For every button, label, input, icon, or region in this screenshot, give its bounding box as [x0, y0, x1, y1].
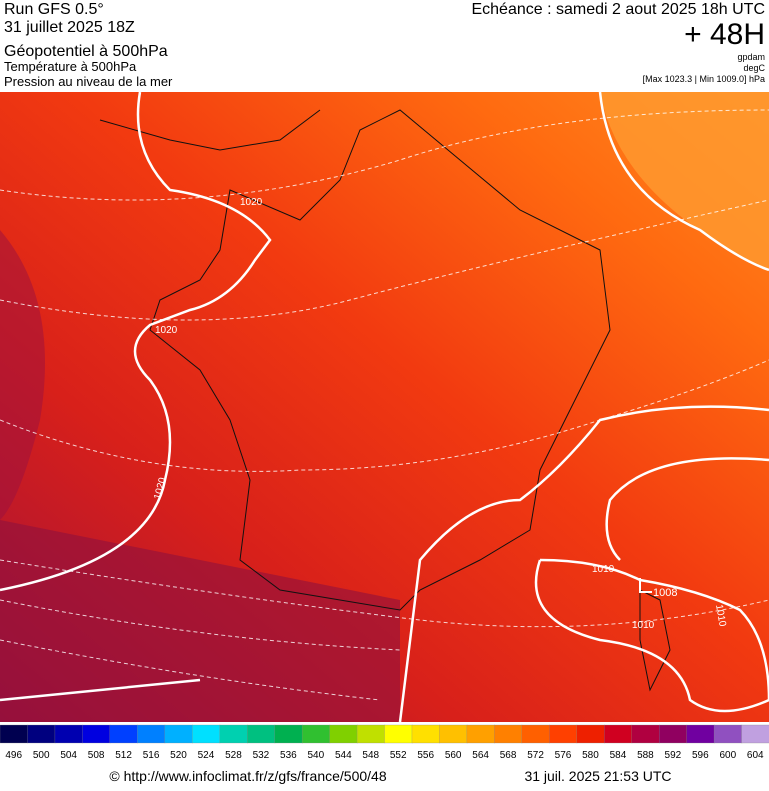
colorbar-swatch — [384, 724, 413, 744]
colorbar-label: 564 — [472, 750, 489, 761]
valid-time: Echéance : samedi 2 aout 2025 18h UTC — [471, 1, 765, 18]
colorbar-label: 568 — [500, 750, 517, 761]
colorbar-label: 504 — [60, 750, 77, 761]
colorbar-label: 540 — [307, 750, 324, 761]
colorbar-label: 560 — [445, 750, 462, 761]
isobar-label: 1010 — [592, 564, 615, 575]
colorbar-label: 520 — [170, 750, 187, 761]
colorbar-swatch — [301, 724, 331, 744]
colorbar-label: 580 — [582, 750, 599, 761]
run-date: 31 juillet 2025 18Z — [4, 19, 135, 36]
colorbar-label: 496 — [5, 750, 22, 761]
isobar-label: 1010 — [632, 620, 655, 631]
unit: degC — [743, 63, 765, 73]
colorbar-label: 508 — [88, 750, 105, 761]
colorbar-swatch — [219, 724, 248, 744]
map: 1020 1020 1020 1010 1010 1010 1008 — [0, 91, 769, 723]
colorbar-swatch — [576, 724, 605, 744]
colorbar-swatch — [521, 724, 550, 744]
colorbar-swatch — [329, 724, 358, 744]
colorbar-swatch — [247, 724, 276, 744]
colorbar-swatch — [109, 724, 138, 744]
isobar-label: 1010 — [713, 604, 728, 628]
colorbar-swatch — [82, 724, 111, 744]
colorbar: 496 500 504 508 512 516 520 524 528 532 536 540 544 5… — [0, 724, 769, 761]
colorbar-label: 528 — [225, 750, 242, 761]
subtitle: Température à 500hPa — [4, 59, 137, 74]
colorbar-label: 576 — [555, 750, 572, 761]
colorbar-swatch — [494, 724, 523, 744]
colorbar-label: 572 — [527, 750, 544, 761]
colorbar-label: 596 — [692, 750, 709, 761]
low-label: 1008 — [653, 587, 677, 599]
colorbar-swatch — [549, 724, 578, 744]
unit: gpdam — [737, 52, 765, 62]
title: Géopotentiel à 500hPa — [4, 43, 168, 60]
colorbar-label: 500 — [33, 750, 50, 761]
colorbar-swatch — [192, 724, 221, 744]
colorbar-swatch — [631, 724, 660, 744]
colorbar-label: 584 — [610, 750, 627, 761]
isobar-label: 1020 — [155, 325, 178, 336]
pressure-range: [Max 1023.3 | Min 1009.0] hPa — [643, 74, 765, 84]
footer-url: © http://www.infoclimat.fr/z/gfs/france/… — [109, 768, 386, 784]
colorbar-label: 524 — [198, 750, 215, 761]
isobar-label: 1020 — [240, 197, 263, 208]
footer-timestamp: 31 juil. 2025 21:53 UTC — [524, 768, 671, 784]
colorbar-swatch — [466, 724, 496, 744]
colorbar-swatch — [356, 724, 386, 744]
colorbar-label: 544 — [335, 750, 352, 761]
colorbar-swatch — [54, 724, 84, 744]
subtitle: Pression au niveau de la mer — [4, 74, 173, 89]
colorbar-label: 516 — [143, 750, 160, 761]
colorbar-label: 548 — [362, 750, 379, 761]
colorbar-label: 552 — [390, 750, 407, 761]
colorbar-swatch — [604, 724, 633, 744]
colorbar-swatch — [0, 724, 29, 744]
colorbar-label: 512 — [115, 750, 132, 761]
colorbar-label: 556 — [417, 750, 434, 761]
colorbar-label: 592 — [665, 750, 682, 761]
colorbar-label: 532 — [253, 750, 270, 761]
colorbar-label: 600 — [719, 750, 736, 761]
colorbar-label: 588 — [637, 750, 654, 761]
colorbar-swatch — [137, 724, 166, 744]
colorbar-label: 604 — [747, 750, 764, 761]
run: Run GFS 0.5° — [4, 1, 104, 18]
colorbar-swatch — [741, 724, 769, 744]
colorbar-swatch — [164, 724, 193, 744]
colorbar-swatch — [713, 724, 743, 744]
colorbar-swatch — [658, 724, 688, 744]
colorbar-swatch — [274, 724, 303, 744]
colorbar-swatch — [686, 724, 715, 744]
colorbar-swatch — [411, 724, 441, 744]
colorbar-label: 536 — [280, 750, 297, 761]
colorbar-swatch — [27, 724, 56, 744]
colorbar-swatch — [439, 724, 468, 744]
lead-time: + 48H — [684, 18, 765, 51]
